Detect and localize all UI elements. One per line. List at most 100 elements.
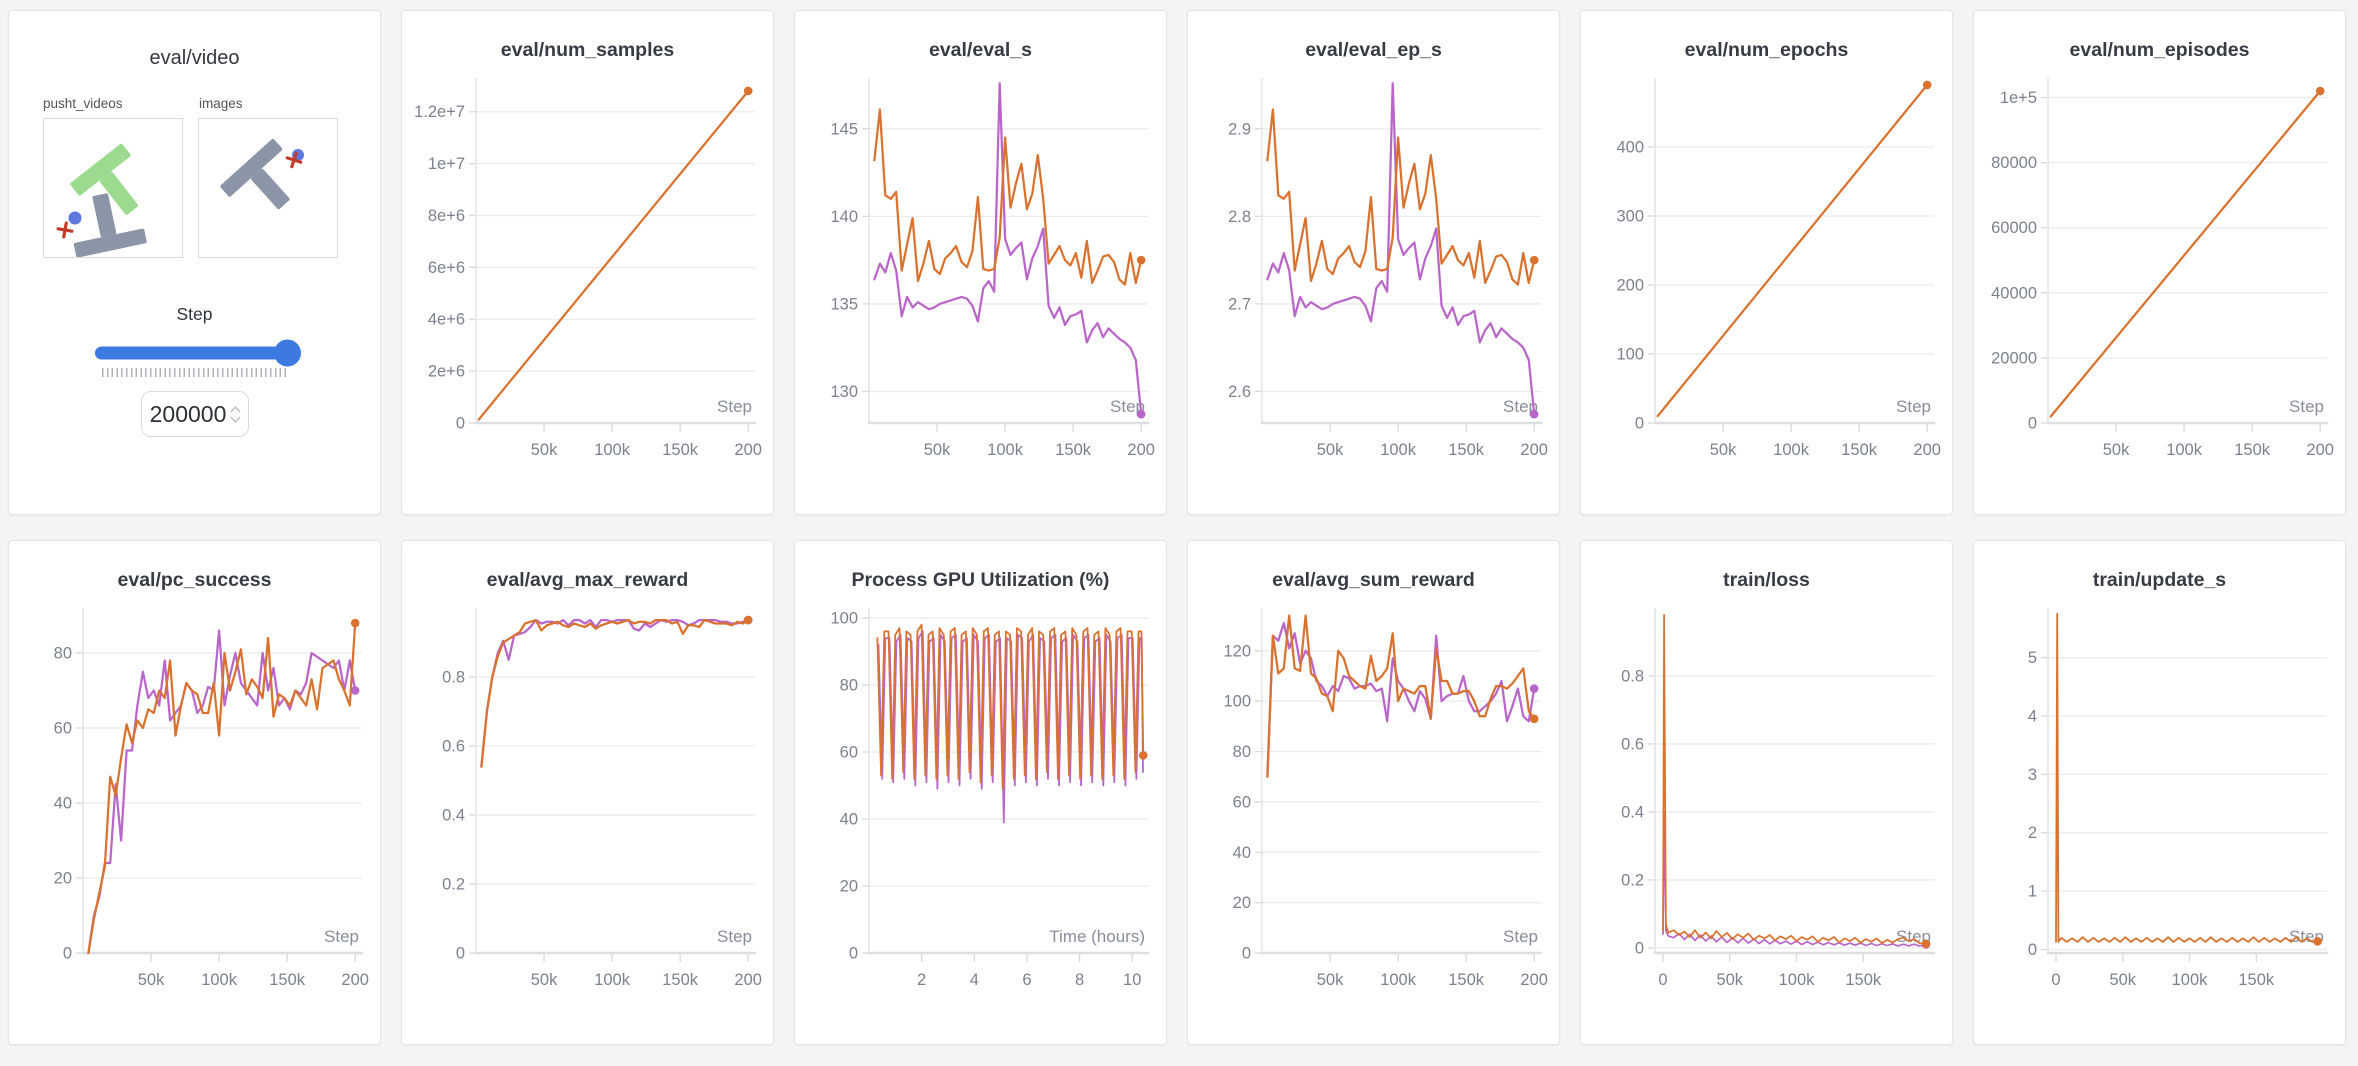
svg-text:50k: 50k (1716, 971, 1743, 989)
svg-text:150k: 150k (269, 971, 306, 989)
svg-text:150k: 150k (662, 971, 699, 989)
line-chart[interactable]: 0 20 40 60 80 100 2 4 6 8 10 Time (hours) (807, 596, 1156, 1011)
images-thumbnail[interactable] (198, 118, 338, 258)
svg-text:100k: 100k (594, 441, 631, 459)
step-slider-label: Step (176, 304, 213, 324)
panel-process-gpu-utilization[interactable]: Process GPU Utilization (%) 0 20 40 60 80 100… (794, 540, 1167, 1045)
svg-text:80: 80 (1233, 743, 1251, 761)
line-chart[interactable]: 0 20000 40000 60000 80000 1e+5 50k 100k 150k 200 S… (1986, 66, 2335, 481)
svg-text:0: 0 (2028, 941, 2037, 959)
svg-text:Step: Step (1896, 927, 1931, 946)
svg-text:140: 140 (830, 208, 858, 226)
svg-text:50k: 50k (2103, 441, 2130, 459)
panel-eval-avg-sum-reward[interactable]: eval/avg_sum_reward 0 20 40 60 80 100 120 50k 10… (1187, 540, 1560, 1045)
svg-text:130: 130 (830, 383, 858, 401)
line-chart[interactable]: 130 135 140 145 50k 100k 150k 200 Step (807, 66, 1156, 481)
svg-text:50k: 50k (924, 441, 951, 459)
svg-text:150k: 150k (2238, 971, 2275, 989)
panel-eval-num-episodes[interactable]: eval/num_episodes 0 20000 40000 60000 80000 1… (1973, 10, 2346, 515)
panel-eval-video: eval/video pusht_videos images (8, 10, 381, 515)
svg-text:1: 1 (2028, 883, 2037, 901)
pusht-video-frame (56, 143, 147, 258)
svg-text:0.2: 0.2 (1621, 871, 1644, 889)
line-chart[interactable]: 0 2e+6 4e+6 6e+6 8e+6 1e+7 1.2e+7 50k 100k 150k 20… (414, 66, 763, 481)
line-chart[interactable]: 0 20 40 60 80 100 120 50k 100k 150k 200 Step (1200, 596, 1549, 1011)
line-chart[interactable]: 2.6 2.7 2.8 2.9 50k 100k 150k 200 Step (1200, 66, 1549, 481)
target-cross-icon (285, 151, 303, 169)
panel-eval-num-samples[interactable]: eval/num_samples 0 2e+6 4e+6 6e+6 8e+6 1e+7 1.… (401, 10, 774, 515)
panel-eval-eval-ep-s[interactable]: eval/eval_ep_s 2.6 2.7 2.8 2.9 50k 100k 150k 20… (1187, 10, 1560, 515)
svg-text:2.6: 2.6 (1228, 383, 1251, 401)
svg-text:40: 40 (54, 795, 72, 813)
svg-text:2: 2 (917, 971, 926, 989)
panel-eval-eval-s[interactable]: eval/eval_s 130 135 140 145 50k 100k 150k 200 St… (794, 10, 1167, 515)
svg-text:0: 0 (456, 945, 465, 963)
step-slider-handle[interactable] (273, 339, 301, 366)
svg-text:50k: 50k (1317, 971, 1344, 989)
chart-canvas: 0 20000 40000 60000 80000 1e+5 50k 100k 150k 200 S… (1991, 78, 2334, 459)
panel-title: eval/num_epochs (1684, 39, 1849, 61)
svg-text:100k: 100k (594, 971, 631, 989)
images-frame (220, 138, 304, 210)
panel-title: eval/eval_ep_s (1305, 39, 1442, 61)
panel-eval-pc-success[interactable]: eval/pc_success 0 20 40 60 80 50k 100k 150k 200 S… (8, 540, 381, 1045)
svg-text:0: 0 (1658, 971, 1667, 989)
svg-text:2.8: 2.8 (1228, 208, 1251, 226)
svg-text:100: 100 (1223, 693, 1251, 711)
panel-train-update-s[interactable]: train/update_s 0 1 2 3 4 5 0 50k 100k 150k Step (1973, 540, 2346, 1045)
svg-text:5: 5 (2028, 649, 2037, 667)
line-chart[interactable]: 0 0.2 0.4 0.6 0.8 50k 100k 150k 200 Step (414, 596, 763, 1011)
svg-text:3: 3 (2028, 766, 2037, 784)
thumbnail-label-pusht-videos: pusht_videos (43, 96, 123, 111)
step-input-stepper[interactable] (230, 406, 241, 422)
svg-text:40: 40 (840, 811, 858, 829)
thumbnail-row (43, 118, 368, 258)
svg-text:0.2: 0.2 (442, 876, 465, 894)
step-slider[interactable] (94, 339, 301, 366)
svg-text:40000: 40000 (1991, 284, 2037, 302)
line-chart[interactable]: 0 100 200 300 400 50k 100k 150k 200 Step (1593, 66, 1942, 481)
panel-eval-num-epochs[interactable]: eval/num_epochs 0 100 200 300 400 50k 100k 150k… (1580, 10, 1953, 515)
chart-canvas: 0 100 200 300 400 50k 100k 150k 200 Step (1616, 78, 1941, 459)
svg-text:2: 2 (2028, 824, 2037, 842)
green-t-shape (70, 143, 138, 215)
svg-text:Step: Step (1503, 397, 1538, 416)
line-chart[interactable]: 0 20 40 60 80 50k 100k 150k 200 Step (21, 596, 370, 1011)
svg-text:100k: 100k (987, 441, 1024, 459)
thumbnail-label-images: images (199, 96, 243, 111)
chart-canvas: 130 135 140 145 50k 100k 150k 200 Step (830, 78, 1155, 459)
svg-text:200: 200 (734, 441, 762, 459)
svg-text:0: 0 (849, 945, 858, 963)
line-chart[interactable]: 0 0.2 0.4 0.6 0.8 0 50k 100k 150k Step (1593, 596, 1942, 1011)
panel-train-loss[interactable]: train/loss 0 0.2 0.4 0.6 0.8 0 50k 100k 150k Step (1580, 540, 1953, 1045)
svg-text:200: 200 (1520, 441, 1548, 459)
svg-text:100k: 100k (1380, 441, 1417, 459)
svg-text:200: 200 (1520, 971, 1548, 989)
thumbnail-labels: pusht_videos images (43, 96, 368, 111)
svg-text:40: 40 (1233, 844, 1251, 862)
svg-text:50k: 50k (1317, 441, 1344, 459)
svg-text:0: 0 (1635, 415, 1644, 433)
step-input[interactable]: 200000 (140, 391, 249, 437)
svg-text:200: 200 (2306, 441, 2334, 459)
panel-title: train/update_s (2092, 569, 2227, 591)
svg-text:20: 20 (1233, 894, 1251, 912)
line-chart[interactable]: 0 1 2 3 4 5 0 50k 100k 150k Step (1986, 596, 2335, 1011)
svg-text:0: 0 (1242, 945, 1251, 963)
svg-text:0.4: 0.4 (1621, 803, 1644, 821)
svg-text:60: 60 (54, 720, 72, 738)
svg-text:200: 200 (1616, 277, 1644, 295)
panel-eval-avg-max-reward[interactable]: eval/avg_max_reward 0 0.2 0.4 0.6 0.8 50k 100k… (401, 540, 774, 1045)
svg-text:2e+6: 2e+6 (428, 363, 465, 381)
svg-text:100: 100 (1616, 346, 1644, 364)
step-slider-track[interactable] (94, 346, 295, 359)
panel-title: eval/eval_s (928, 39, 1032, 61)
svg-text:Step: Step (2289, 397, 2324, 416)
pusht-video-thumbnail[interactable] (43, 118, 183, 258)
svg-text:100k: 100k (2172, 971, 2209, 989)
svg-text:200: 200 (1913, 441, 1941, 459)
svg-text:200: 200 (734, 971, 762, 989)
svg-text:150k: 150k (662, 441, 699, 459)
svg-text:150k: 150k (2234, 441, 2271, 459)
svg-text:150k: 150k (1845, 971, 1882, 989)
